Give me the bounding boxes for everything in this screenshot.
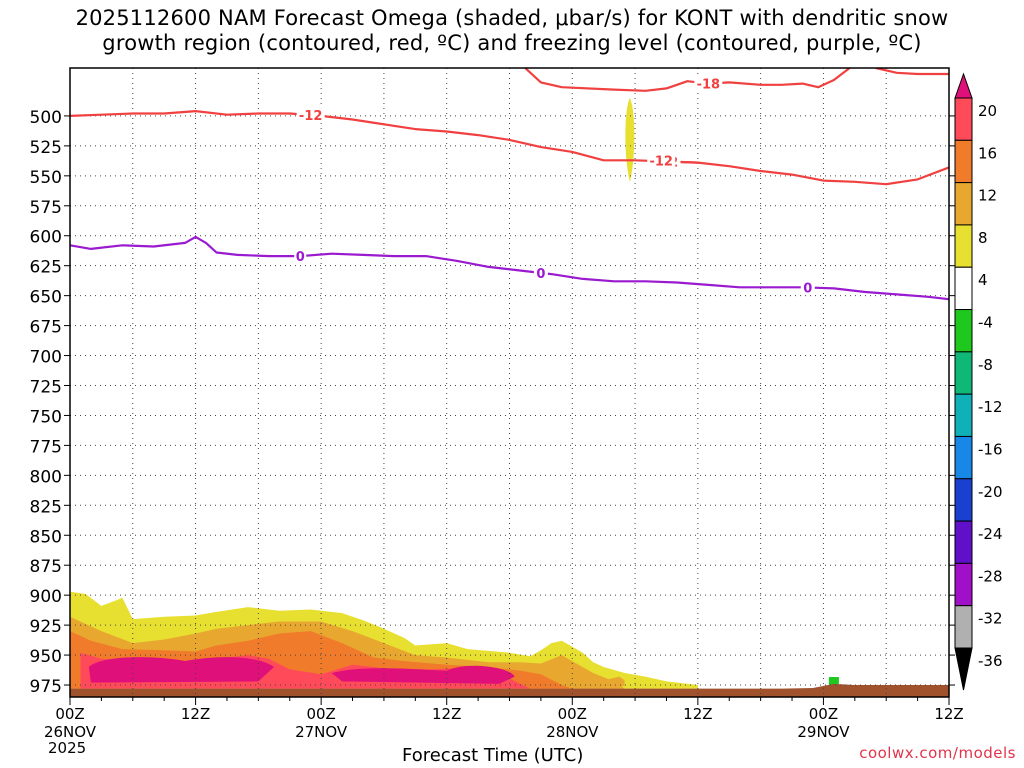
colorbar-bottom-arrow (954, 647, 973, 691)
x-tick-label-time: 00Z (55, 705, 84, 723)
colorbar-label: 12 (978, 187, 997, 205)
contour-dgz-top-right (875, 68, 949, 76)
y-tick-label: 625 (30, 258, 62, 278)
omega-negative-patch (828, 677, 839, 688)
omega-shade-small (608, 676, 625, 687)
y-tick-label: 650 (30, 288, 62, 308)
credit-text: coolwx.com/models (859, 744, 1016, 762)
x-axis-year-label: 2025 (48, 739, 87, 757)
colorbar-segment (954, 266, 973, 311)
contour-label: -18 (697, 78, 721, 93)
colorbar-segment (954, 520, 973, 564)
contour-label-bg (296, 108, 325, 123)
colorbar-label: 16 (978, 144, 997, 162)
y-tick-label: 925 (30, 617, 62, 637)
plot-border (69, 67, 950, 698)
x-tick-label-date: 28NOV (546, 723, 599, 741)
omega-column (625, 97, 635, 182)
x-tick-label-date: 26NOV (44, 723, 97, 741)
y-tick-label: 500 (30, 108, 62, 128)
x-axis-label: Forecast Time (UTC) (402, 745, 584, 766)
colorbar-label: -16 (978, 440, 1003, 458)
contour-label-bg (800, 280, 815, 295)
colorbar-label: -12 (978, 398, 1003, 416)
contour-label-bg (647, 153, 676, 168)
title-line-1: 2025112600 NAM Forecast Omega (shaded, μ… (75, 6, 949, 30)
y-tick-label: 600 (30, 228, 62, 248)
colorbar-label: -4 (978, 314, 993, 332)
colorbar-top-arrow (954, 72, 973, 99)
y-tick-label: 675 (30, 318, 62, 338)
chart-title: 2025112600 NAM Forecast Omega (shaded, μ… (0, 6, 1024, 56)
ground-fill (70, 683, 949, 697)
contour-label-bg (694, 76, 723, 91)
colorbar-label: -28 (978, 567, 1003, 585)
x-tick-label-time: 00Z (558, 705, 587, 723)
colorbar-segment (954, 97, 973, 141)
y-tick-label: 725 (30, 377, 62, 397)
colorbar-label: -32 (978, 610, 1003, 628)
y-tick-label: 525 (30, 138, 62, 158)
colorbar-label: -20 (978, 483, 1003, 501)
x-tick-label-time: 12Z (432, 705, 461, 723)
y-tick-label: 850 (30, 527, 62, 547)
contour-label-freezing-0: 0 (536, 267, 545, 282)
colorbar-segment (954, 139, 973, 184)
y-tick-label: 950 (30, 647, 62, 667)
x-tick-label-time: 00Z (809, 705, 838, 723)
contour-freezing-level (70, 235, 949, 301)
colorbar-segment (954, 393, 973, 437)
x-tick-label-date: 27NOV (295, 723, 348, 741)
y-tick-label: 575 (30, 198, 62, 218)
colorbar-label: 4 (978, 271, 988, 289)
x-tick-label-date: 29NOV (797, 723, 850, 741)
colorbar-segment (954, 224, 973, 268)
contour-label-freezing-1: 0 (803, 281, 812, 296)
x-tick-label-time: 12Z (683, 705, 712, 723)
colorbar-label: -8 (978, 356, 993, 374)
contour-label-bg (533, 265, 548, 280)
contour-dgz-upper (70, 110, 949, 186)
x-tick-label-time: 00Z (306, 705, 335, 723)
x-tick-label-time: 12Z (934, 705, 963, 723)
colorbar-segment (954, 605, 973, 649)
colorbar-label: 8 (978, 229, 988, 247)
colorbar-label: 20 (978, 102, 997, 120)
y-tick-label: 550 (30, 168, 62, 188)
omega-core-1 (88, 657, 275, 683)
y-tick-label: 700 (30, 348, 62, 368)
omega-core-2 (331, 665, 515, 684)
title-line-2: growth region (contoured, red, ºC) and f… (102, 31, 922, 55)
contour-label: 0 (296, 250, 305, 265)
x-tick-label-time: 12Z (181, 705, 210, 723)
y-tick-label: 750 (30, 407, 62, 427)
contour-dgz-top (524, 68, 851, 92)
colorbar-segment (954, 182, 973, 226)
y-tick-label: 825 (30, 497, 62, 517)
y-tick-label: 875 (30, 557, 62, 577)
colorbar-segment (954, 562, 973, 607)
y-tick-label: 800 (30, 467, 62, 487)
colorbar-segment (954, 309, 973, 353)
y-tick-label: 900 (30, 587, 62, 607)
colorbar-segment (954, 351, 973, 395)
y-tick-label: 775 (30, 437, 62, 457)
colorbar-segment (954, 478, 973, 522)
colorbar-label: -36 (978, 652, 1003, 670)
contour-label-bg (294, 249, 307, 264)
colorbar-segment (954, 435, 973, 480)
contour-label: -12 (299, 109, 323, 124)
contour-label-dgz-lower: -12 (649, 154, 673, 169)
y-tick-label: 975 (30, 677, 62, 697)
colorbar-label: -24 (978, 525, 1003, 543)
